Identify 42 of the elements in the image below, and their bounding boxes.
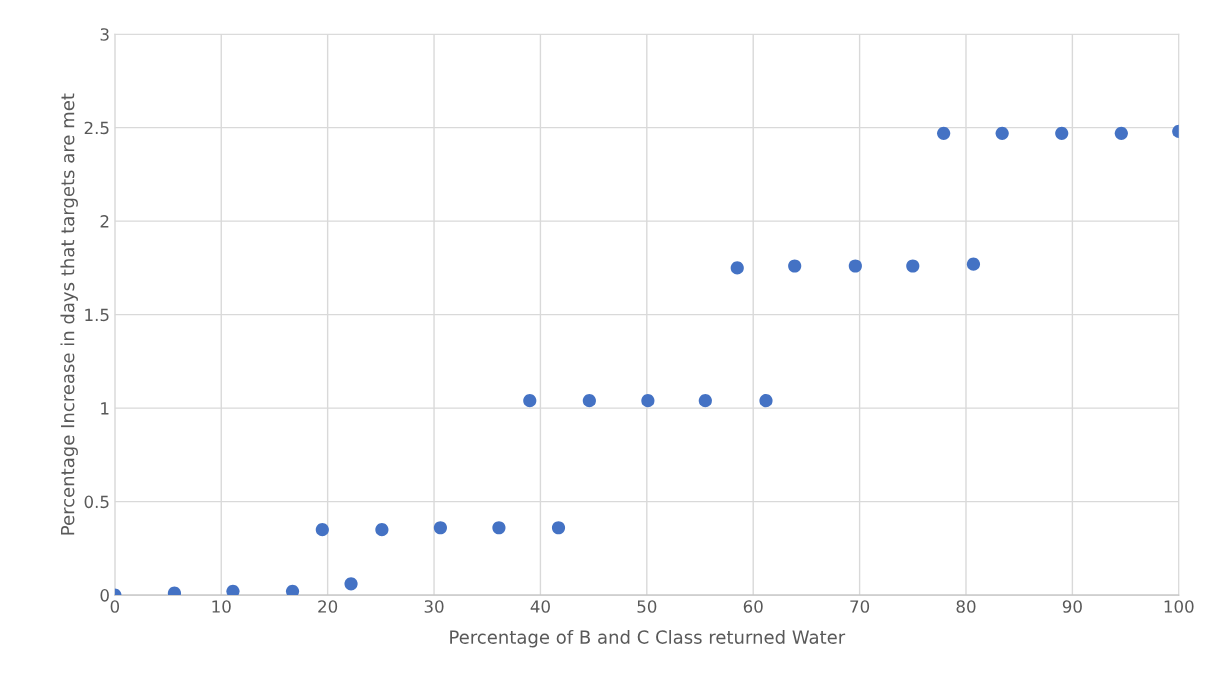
y-tick-label: 1 [101,402,109,415]
point [226,584,240,596]
x-tick-label: 70 [850,600,870,613]
point [698,394,712,408]
y-axis-title: Percentage Increase in days that targets are met [60,93,78,535]
y-tick-label: 0.5 [84,495,109,509]
x-tick-label: 20 [318,600,338,613]
y-tick-label: 1.5 [85,308,109,322]
point [285,584,300,596]
x-axis-title: Percentage of B and C Class returned Water [450,629,846,648]
x-tick-label: 90 [1062,600,1082,613]
x-tick-label: 30 [424,600,444,613]
point [315,523,329,537]
x-tick-label: 80 [956,600,976,613]
point [523,394,537,408]
point [433,521,447,535]
y-tick-label: 2.5 [84,121,109,135]
x-tick-label: 0 [110,600,120,613]
point [937,126,951,140]
point [848,259,862,273]
point [995,126,1009,140]
point [906,259,920,273]
point [492,521,506,535]
x-tick-label: 10 [212,600,231,613]
point [1114,126,1128,140]
point [344,577,358,591]
point [966,257,981,271]
point [788,259,802,273]
point [1055,126,1069,140]
x-tick-label: 50 [637,600,657,613]
point [641,394,655,408]
y-tick-label: 0 [100,589,109,602]
point [375,523,389,537]
point [759,394,773,408]
x-tick-label: 60 [743,600,763,613]
y-tick-label: 2 [100,215,109,228]
x-tick-label: 40 [530,600,550,613]
y-tick-label: 3 [100,28,109,41]
x-tick-label: 100 [1164,600,1194,613]
point [551,521,566,535]
point [730,261,744,275]
point [582,394,596,408]
